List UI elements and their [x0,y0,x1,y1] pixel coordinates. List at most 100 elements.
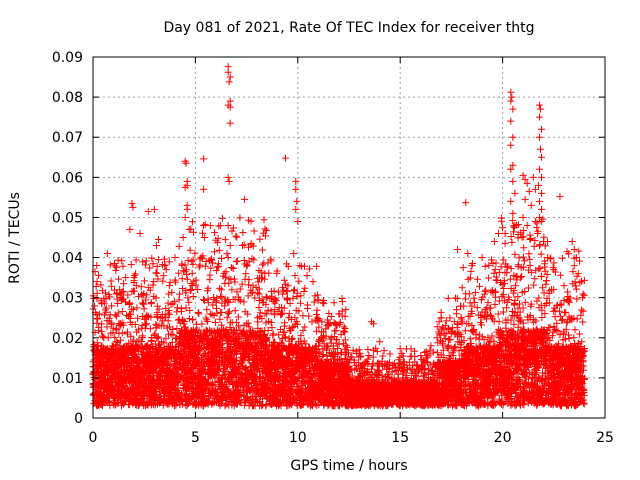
data-point [538,189,546,197]
data-point [542,280,550,288]
data-point [114,275,122,283]
data-point [187,285,195,293]
data-point [280,286,288,294]
data-point [239,242,247,250]
data-point [258,261,266,269]
data-point [517,274,525,282]
data-point [543,295,551,303]
data-point [181,183,189,191]
data-point [165,290,173,298]
data-point [571,278,579,286]
data-point [562,308,570,316]
data-point [176,290,184,298]
data-point [535,373,543,381]
data-point [295,277,303,285]
data-point [129,203,137,211]
data-point [507,232,515,240]
data-point [146,325,154,333]
data-point [232,258,240,266]
data-point [427,342,435,350]
data-point [523,221,531,229]
data-point [501,230,509,238]
data-point [179,234,187,241]
data-point [254,289,262,297]
data-point [221,236,229,244]
data-point [514,263,522,271]
data-point [533,219,541,227]
data-point [283,295,291,303]
data-point [308,318,316,326]
data-point [579,318,587,326]
data-point [509,209,517,217]
data-point [369,346,377,354]
data-point [471,289,479,297]
data-point [482,286,490,294]
data-point [507,117,515,125]
data-point [521,175,529,183]
data-point [103,250,111,258]
data-point [523,179,531,187]
data-point [225,78,233,86]
data-point [507,165,515,173]
data-point [525,187,533,195]
data-point [173,308,181,316]
data-point [499,308,507,316]
data-point [250,256,258,264]
data-point [155,236,163,244]
data-point [217,286,225,294]
data-point [236,214,244,222]
data-point [201,234,209,241]
data-point [341,336,349,344]
data-point [490,238,498,246]
data-point [347,353,355,361]
data-point [467,267,475,275]
data-point [260,216,268,224]
data-point [282,154,290,162]
data-point [280,276,288,284]
data-point [536,105,544,113]
data-point [198,229,206,237]
data-point [217,292,225,300]
data-point [144,207,152,215]
data-point [497,263,505,271]
data-point [578,306,586,314]
data-point [530,242,538,250]
data-point [206,271,214,279]
data-point [558,317,566,325]
data-point [201,262,209,270]
data-point [509,177,517,185]
data-point [289,294,297,302]
data-point [234,313,242,321]
data-point [255,304,263,312]
data-point [570,334,578,342]
data-point [466,274,474,282]
data-point [218,214,226,222]
data-point [540,233,548,241]
data-point [113,312,121,320]
data-point [386,350,394,358]
data-point [119,308,127,316]
data-point [241,260,249,268]
data-point [561,335,569,343]
data-point [508,93,516,101]
data-point [297,299,305,307]
data-point [464,250,472,258]
data-point [514,221,522,229]
data-point [224,254,232,262]
data-point [570,246,578,254]
data-point [342,306,350,314]
data-point [202,258,210,266]
data-point [531,217,539,225]
data-point [495,318,503,326]
data-point [580,276,588,284]
data-point [570,254,578,262]
data-point [512,282,520,290]
data-point [309,278,317,286]
data-point [134,292,142,300]
data-point [507,141,515,149]
data-point [150,205,158,213]
data-point [256,309,264,317]
data-point [536,145,544,153]
data-point [519,171,527,179]
